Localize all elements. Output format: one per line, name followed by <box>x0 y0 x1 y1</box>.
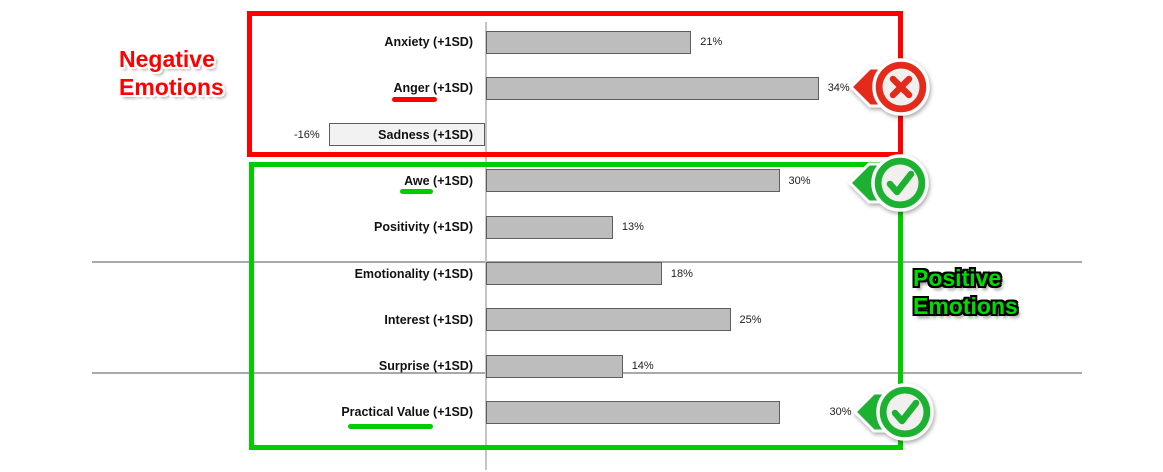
category-label-interest-1sd: Interest (+1SD) <box>384 312 473 327</box>
check-icon <box>886 170 915 196</box>
bar-interest-1sd <box>485 308 731 332</box>
value-label-interest-1sd: 25% <box>739 313 762 326</box>
category-label-anger-1sd: Anger (+1SD) <box>393 81 473 96</box>
annotation-line: Negative <box>119 46 215 72</box>
value-label-positivity-1sd: 13% <box>621 221 644 234</box>
category-label-surprise-1sd: Surprise (+1SD) <box>378 359 473 374</box>
category-label-positivity-1sd: Positivity (+1SD) <box>374 220 473 235</box>
negative-emotions-label: Negative Emotions <box>119 45 224 101</box>
bar-anger-1sd <box>485 76 819 100</box>
underline-anger-1sd <box>392 97 437 102</box>
value-label-practical-value-1sd: 30% <box>829 406 852 419</box>
underline-practical-value-1sd <box>348 424 433 429</box>
bar-positivity-1sd <box>485 215 613 239</box>
positive-emotions-label: Positive Emotions <box>913 264 1018 320</box>
value-label-anger-1sd: 34% <box>827 82 850 95</box>
bar-sadness-1sd <box>328 123 486 147</box>
value-label-anxiety-1sd: 21% <box>700 36 723 48</box>
category-label-awe-1sd: Awe (+1SD) <box>404 173 473 188</box>
x-circle-badge-anger <box>848 58 930 116</box>
annotation-line: Positive <box>913 265 1002 291</box>
check-circle-badge-awe <box>847 154 929 212</box>
bar-emotionality-1sd <box>485 262 662 285</box>
check-circle-badge-practical-value <box>852 383 934 441</box>
category-label-anxiety-1sd: Anxiety (+1SD) <box>384 35 473 49</box>
value-label-awe-1sd: 30% <box>788 174 811 187</box>
annotation-line: Emotions <box>913 293 1018 319</box>
value-label-surprise-1sd: 14% <box>631 360 654 373</box>
zero-axis-line <box>485 22 487 470</box>
annotation-line: Emotions <box>119 74 224 100</box>
category-label-emotionality-1sd: Emotionality (+1SD) <box>354 266 473 281</box>
category-label-sadness-1sd: Sadness (+1SD) <box>378 127 473 142</box>
category-label-practical-value-1sd: Practical Value (+1SD) <box>341 405 473 420</box>
bar-practical-value-1sd <box>485 400 780 424</box>
bar-anxiety-1sd <box>485 30 692 54</box>
value-label-sadness-1sd: -16% <box>294 128 320 141</box>
value-label-emotionality-1sd: 18% <box>670 267 693 280</box>
bar-awe-1sd <box>485 169 780 193</box>
underline-awe-1sd <box>400 189 433 194</box>
bar-surprise-1sd <box>485 354 623 378</box>
